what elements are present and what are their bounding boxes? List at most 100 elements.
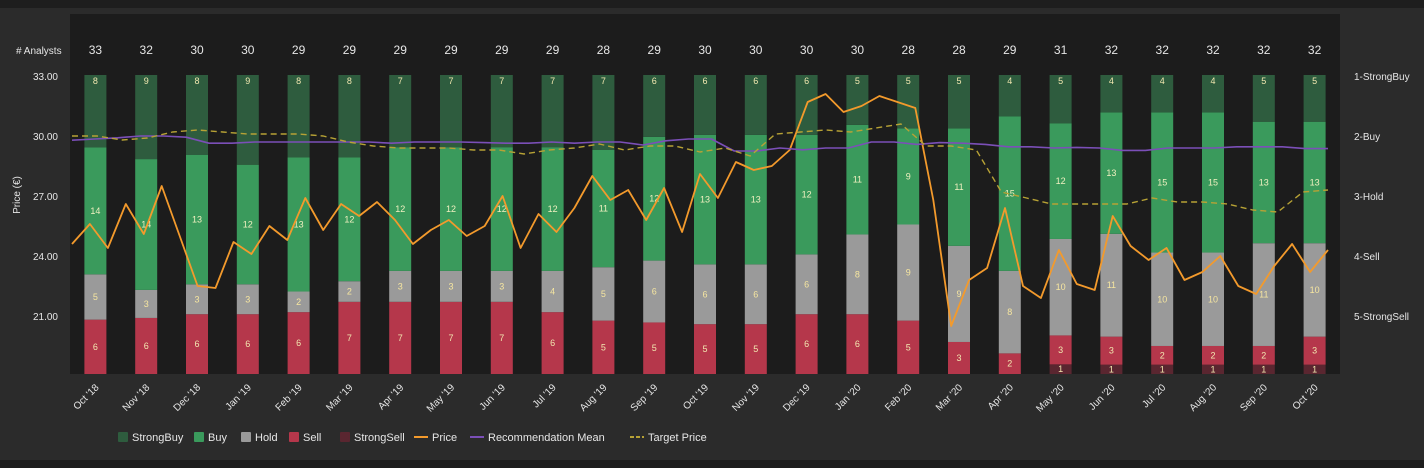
bar-value-label: 4 [1007,76,1012,86]
bar-value-label: 6 [753,289,758,299]
analyst-count: 32 [1105,43,1119,57]
bar-value-label: 9 [906,171,911,181]
legend-label: StrongBuy [132,432,184,444]
bar-value-label: 6 [245,339,250,349]
legend-label: Hold [255,432,278,444]
analyst-count: 30 [698,43,712,57]
bar-value-label: 5 [1261,76,1266,86]
analyst-count: 29 [343,43,357,57]
bar-value-label: 13 [192,215,202,225]
bar-segment-sell [490,301,513,374]
bar-value-label: 2 [1261,350,1266,360]
bar-segment-hold [897,224,920,321]
bar-segment-sell [694,324,716,374]
bar-value-label: 3 [245,294,250,304]
x-tick-label: Mar '19 [324,382,355,413]
x-tick-label: Jun '19 [478,382,509,413]
x-tick-label: Aug '20 [1188,382,1220,414]
bar-value-label: 13 [751,195,761,205]
bar-segment-strongbuy [998,75,1021,117]
bar-segment-buy [84,147,107,275]
rating-tick-label: 3-Hold [1354,192,1383,203]
bar-segment-strongbuy [1100,75,1123,113]
analyst-count: 28 [902,43,916,57]
bar-value-label: 10 [1157,294,1167,304]
bar-segment-strongbuy [440,75,462,148]
bar-value-label: 12 [649,194,659,204]
bar-value-label: 12 [344,214,354,224]
bar-value-label: 13 [700,195,710,205]
analyst-count: 30 [800,43,814,57]
analyst-count: 32 [1257,43,1271,57]
bar-segment-hold [338,281,361,302]
bar-value-label: 3 [448,281,453,291]
bar-segment-sell [643,322,666,374]
bar-segment-hold [998,270,1021,354]
x-tick-label: May '20 [1034,382,1067,415]
bar-value-label: 5 [93,292,98,302]
x-tick-label: Oct '18 [72,382,102,412]
legend-label: Price [432,432,457,444]
bar-segment-sell [1252,345,1275,365]
bar-value-label: 8 [194,76,199,86]
top-border [0,0,1424,8]
bar-segment-buy [694,134,716,265]
x-tick-label: Oct '19 [681,382,711,412]
bar-value-label: 6 [753,76,758,86]
bar-segment-hold [592,267,615,321]
analyst-count: 30 [190,43,204,57]
x-tick-label: Feb '20 [883,382,914,413]
bar-segment-sell [795,314,818,374]
analyst-count: 29 [1003,43,1017,57]
x-tick-label: Apr '19 [376,382,406,412]
bar-segment-buy [186,154,208,285]
bar-value-label: 13 [1310,177,1320,187]
bar-value-label: 1 [1210,364,1215,374]
bar-value-label: 5 [956,76,961,86]
bar-value-label: 6 [144,341,149,351]
bar-value-label: 14 [141,220,151,230]
analyst-count: 28 [597,43,611,57]
bar-segment-hold [744,264,767,325]
x-tick-label: Nov '19 [730,382,762,414]
bar-value-label: 6 [652,76,657,86]
legend-label: StrongSell [354,432,405,444]
bar-value-label: 6 [652,287,657,297]
bar-segment-strongsell [1252,364,1275,374]
bar-value-label: 6 [702,76,707,86]
bar-value-label: 6 [550,338,555,348]
analyst-count: 28 [952,43,966,57]
bar-segment-sell [440,301,462,374]
bar-value-label: 1 [1312,364,1317,374]
bar-value-label: 5 [601,342,606,352]
bar-value-label: 6 [296,338,301,348]
bar-value-label: 7 [550,76,555,86]
x-tick-label: Sep '19 [629,382,661,414]
bar-segment-strongbuy [897,75,920,129]
bar-value-label: 11 [853,175,862,185]
bar-segment-buy [897,128,920,225]
bar-value-label: 8 [93,76,98,86]
bar-value-label: 7 [448,333,453,343]
bar-segment-strongsell [1100,364,1123,374]
analyst-count: 29 [648,43,662,57]
legend-label: Buy [208,432,227,444]
y-tick-label: 24.00 [33,252,58,263]
bar-segment-buy [998,116,1021,271]
y-tick-label: 30.00 [33,132,58,143]
bar-segment-strongsell [1303,364,1326,374]
analyst-count: 32 [1308,43,1322,57]
bar-value-label: 12 [497,204,507,214]
rating-tick-label: 2-Buy [1354,132,1380,143]
bar-value-label: 8 [347,76,352,86]
bar-value-label: 6 [804,279,809,289]
rating-tick-label: 1-StrongBuy [1354,72,1410,83]
bar-value-label: 8 [855,269,860,279]
bar-segment-hold [287,291,310,313]
bar-segment-strongsell [1202,364,1224,374]
bar-value-label: 5 [1312,76,1317,86]
bar-segment-buy [541,147,564,271]
bar-segment-sell [389,301,412,374]
analyst-count: 30 [749,43,763,57]
